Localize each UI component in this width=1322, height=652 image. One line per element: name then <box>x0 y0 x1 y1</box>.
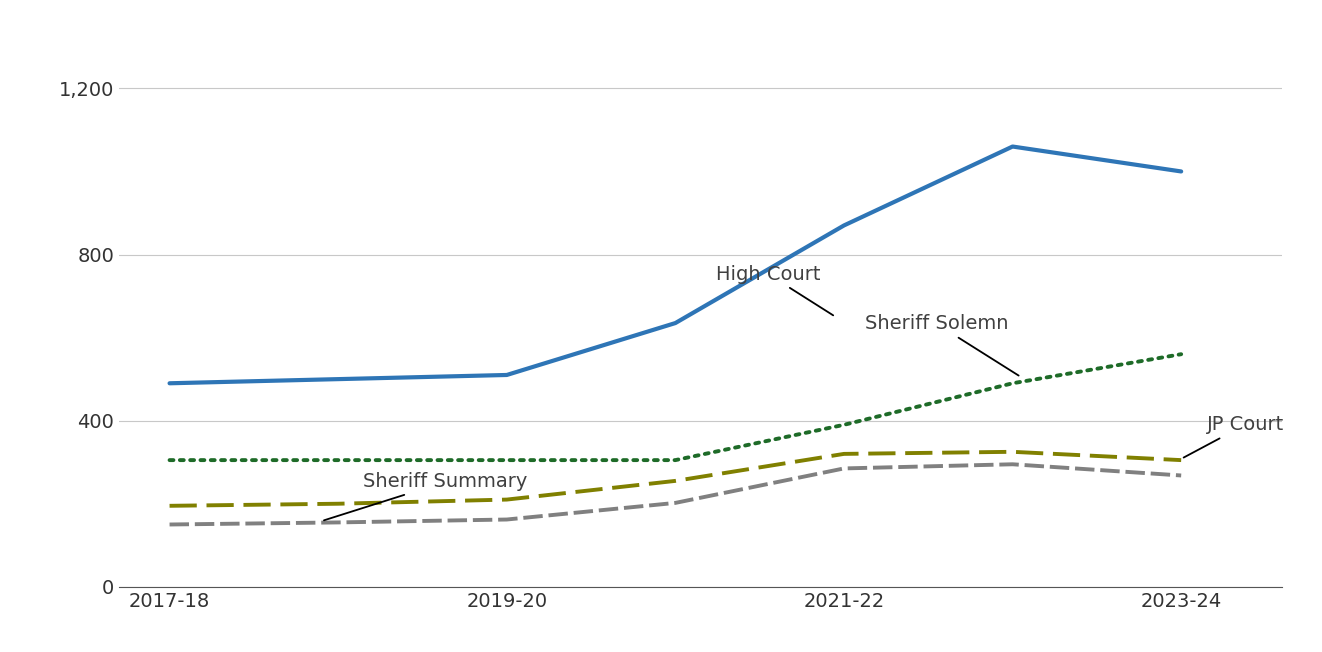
Text: JP Court: JP Court <box>1183 415 1284 458</box>
Text: High Court: High Court <box>715 265 833 316</box>
Text: Sheriff Solemn: Sheriff Solemn <box>865 314 1019 376</box>
Text: Sheriff Summary: Sheriff Summary <box>324 472 527 520</box>
